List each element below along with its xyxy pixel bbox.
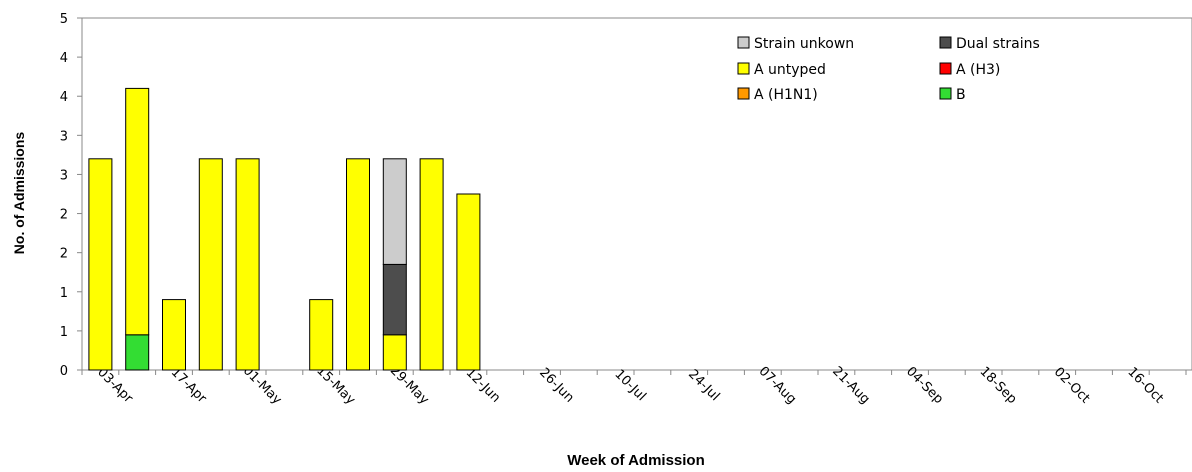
y-tick-label: 3 (60, 168, 68, 183)
bar-segment (382, 158, 407, 265)
x-axis-label: Week of Admission (567, 452, 705, 469)
legend-label: Dual strains (956, 36, 1040, 52)
legend-item: Dual strains (939, 36, 1040, 52)
bar-segment (235, 158, 260, 371)
bar-segment (88, 158, 113, 371)
x-tick-label: 16-Oct (1124, 365, 1166, 407)
y-tick-label: 5 (60, 12, 68, 27)
bars (88, 87, 481, 371)
legend-item: A (H3) (939, 62, 1000, 78)
legend-item: A (H1N1) (737, 87, 818, 103)
y-tick-label: 2 (60, 247, 68, 262)
legend-item: Strain unkown (737, 36, 854, 52)
legend-label: A (H1N1) (754, 87, 818, 103)
y-tick-label: 4 (60, 90, 68, 105)
x-tick-label: 26-Jun (536, 365, 577, 406)
bar-segment (125, 334, 150, 371)
bar-segment (309, 299, 334, 371)
legend-swatch (737, 62, 750, 75)
legend-label: A untyped (754, 62, 826, 78)
legend-label: Strain unkown (754, 36, 854, 52)
legend-swatch (737, 87, 750, 100)
x-tick-label: 24-Jul (685, 367, 722, 404)
legend: Strain unkown Dual strains A untyped A (H3)… (737, 36, 1040, 103)
bar-segment (382, 263, 407, 336)
bar-segment (125, 87, 150, 336)
legend-swatch (939, 36, 952, 49)
bar-segment (346, 158, 370, 371)
y-tick-label: 1 (60, 286, 68, 301)
plot-area (81, 17, 1192, 371)
plot-border (81, 17, 1192, 371)
x-tick-label: 10-Jul (611, 367, 648, 404)
bar-segment (456, 193, 481, 371)
legend-swatch (939, 62, 952, 75)
legend-label: A (H3) (956, 62, 1000, 78)
legend-item: A untyped (737, 62, 826, 78)
legend-swatch (737, 36, 750, 49)
y-tick-label: 0 (60, 364, 68, 379)
bar-segment (162, 299, 186, 371)
x-tick-label: 03-Apr (94, 365, 136, 407)
x-tick-label: 12-Jun (463, 365, 504, 406)
x-tick-label: 02-Oct (1051, 365, 1093, 407)
y-axis-ticks: 0 1 1 2 2 3 3 4 4 5 (60, 12, 82, 379)
y-tick-label: 2 (60, 208, 68, 223)
y-tick-label: 4 (60, 51, 68, 66)
y-tick-label: 1 (60, 325, 68, 340)
bar-segment (419, 158, 444, 371)
x-tick-label: 17-Apr (168, 365, 210, 407)
legend-swatch (939, 87, 952, 100)
bar-segment (198, 158, 223, 371)
bar-segment (382, 334, 407, 371)
legend-item: B (939, 87, 966, 103)
y-tick-label: 3 (60, 129, 68, 144)
y-axis-label: No. of Admissions (11, 132, 27, 255)
legend-label: B (956, 87, 966, 103)
